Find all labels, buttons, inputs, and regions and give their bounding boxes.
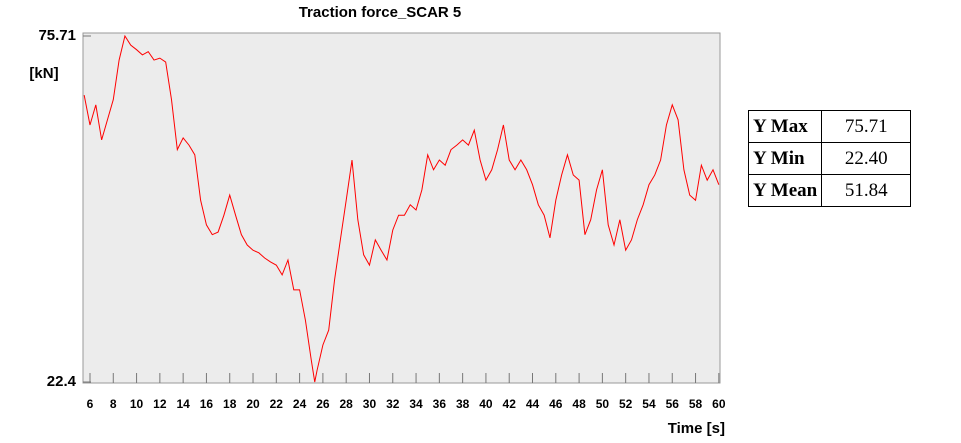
- x-tick-label: 10: [130, 397, 144, 411]
- stat-value: 51.84: [821, 174, 912, 207]
- x-tick-label: 34: [409, 397, 423, 411]
- stat-name: Y Min: [747, 142, 823, 175]
- x-tick-label: 6: [87, 397, 94, 411]
- x-tick-label: 28: [340, 397, 354, 411]
- x-tick-label: 52: [619, 397, 633, 411]
- x-tick-label: 30: [363, 397, 377, 411]
- stats-row: Y Mean 51.84: [747, 174, 912, 207]
- stat-name: Y Max: [747, 110, 823, 143]
- x-tick-label: 8: [110, 397, 117, 411]
- y-tick-label: 22.4: [47, 373, 77, 390]
- chart: Traction force_SCAR 5 [kN] Time [s] 22.4…: [29, 4, 726, 437]
- y-tick-label: 75.71: [38, 27, 76, 44]
- x-tick-label: 50: [596, 397, 610, 411]
- stat-name: Y Mean: [747, 174, 823, 207]
- x-tick-label: 36: [433, 397, 447, 411]
- x-tick-label: 38: [456, 397, 470, 411]
- data-line: [83, 34, 720, 383]
- plot-area: [82, 32, 721, 384]
- x-tick-label: 56: [666, 397, 680, 411]
- x-tick-label: 42: [503, 397, 517, 411]
- x-tick-label: 60: [712, 397, 726, 411]
- chart-title: Traction force_SCAR 5: [299, 4, 462, 21]
- x-tick-label: 44: [526, 397, 540, 411]
- x-tick-label: 48: [572, 397, 586, 411]
- x-tick-label: 16: [200, 397, 214, 411]
- stats-row: Y Min 22.40: [747, 142, 912, 175]
- x-axis-label: Time [s]: [668, 420, 725, 437]
- x-tick-label: 32: [386, 397, 400, 411]
- x-tick-label: 40: [479, 397, 493, 411]
- x-tick-label: 24: [293, 397, 307, 411]
- y-axis-label: [kN]: [29, 65, 58, 82]
- x-tick-label: 12: [153, 397, 167, 411]
- stats-table: Y Max 75.71 Y Min 22.40 Y Mean 51.84: [747, 110, 912, 207]
- x-tick-label: 26: [316, 397, 330, 411]
- x-tick-label: 54: [642, 397, 656, 411]
- x-tick-label: 58: [689, 397, 703, 411]
- x-tick-label: 20: [246, 397, 260, 411]
- x-tick-label: 46: [549, 397, 563, 411]
- x-tick-label: 18: [223, 397, 237, 411]
- stats-row: Y Max 75.71: [747, 110, 912, 143]
- x-tick-label: 22: [270, 397, 284, 411]
- x-tick-label: 14: [176, 397, 190, 411]
- stat-value: 75.71: [821, 110, 912, 143]
- stat-value: 22.40: [821, 142, 912, 175]
